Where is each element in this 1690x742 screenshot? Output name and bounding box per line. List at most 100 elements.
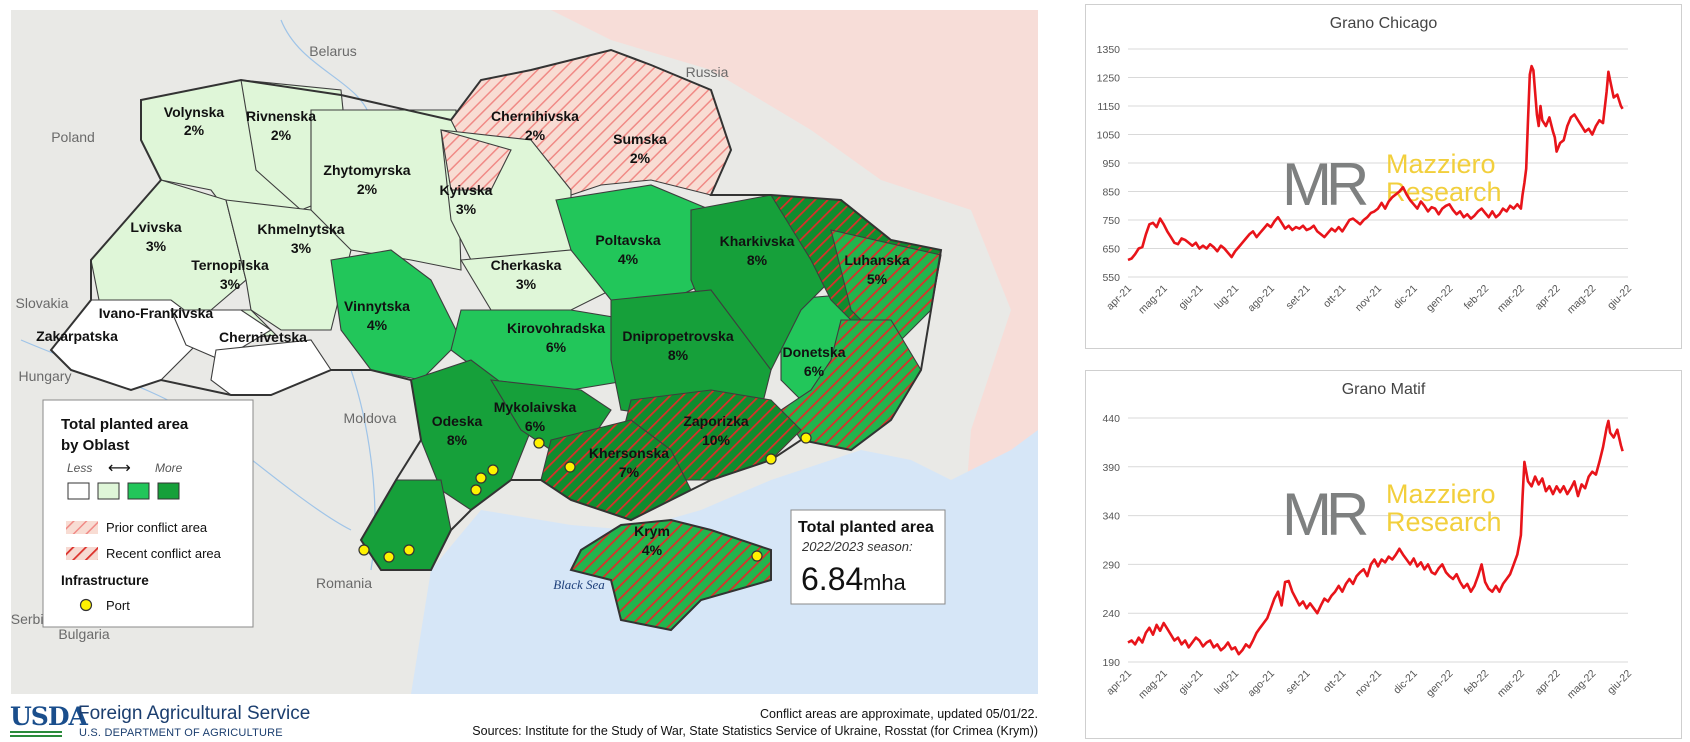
port-icon bbox=[403, 544, 415, 556]
agency-name: Foreign Agricultural Service bbox=[78, 703, 311, 724]
chart-grano-matif: Grano Matif 190 240 290 340 390 440 apr-21 mag-… bbox=[1085, 370, 1682, 739]
y-tick-label: 190 bbox=[1102, 657, 1120, 669]
y-tick-label: 390 bbox=[1102, 462, 1120, 474]
chart-title: Grano Matif bbox=[1341, 381, 1426, 398]
country-label-romania: Romania bbox=[316, 575, 372, 591]
usda-logo-field bbox=[10, 731, 62, 739]
country-label-slovakia: Slovakia bbox=[16, 295, 69, 311]
x-tick-label: ago-21 bbox=[1245, 668, 1277, 700]
country-label-russia: Russia bbox=[686, 64, 729, 80]
x-tick-label: apr-21 bbox=[1104, 668, 1134, 698]
oblast-label: Zakarpatska bbox=[36, 328, 118, 344]
river-line bbox=[280, 19, 372, 121]
oblast-pct: 5% bbox=[867, 271, 888, 287]
oblast-khmelnytska bbox=[225, 199, 352, 331]
x-tick-label: apr-21 bbox=[1104, 283, 1134, 313]
watermark: MR Mazziero Research bbox=[1282, 479, 1502, 548]
department-name: U.S. DEPARTMENT OF AGRICULTURE bbox=[79, 727, 283, 739]
y-tick-label: 440 bbox=[1102, 413, 1120, 425]
x-tick-label: lug-21 bbox=[1212, 668, 1241, 697]
y-tick-label: 1150 bbox=[1097, 101, 1120, 113]
oblast-label: Chernivetska bbox=[219, 329, 307, 345]
x-tick-label: giu-21 bbox=[1176, 283, 1205, 312]
oblast-label: Dnipropetrovska bbox=[622, 328, 733, 344]
oblast-label: Krym bbox=[634, 523, 670, 539]
oblast-pct: 2% bbox=[630, 150, 651, 166]
total-box-unit: mha bbox=[863, 570, 907, 595]
oblast-pct: 4% bbox=[367, 317, 388, 333]
port-icon bbox=[564, 461, 576, 473]
legend-port-label: Port bbox=[106, 598, 130, 613]
ukraine-border bbox=[49, 48, 943, 571]
total-box-title: Total planted area bbox=[798, 519, 934, 536]
series-line bbox=[1127, 419, 1624, 656]
x-tick-label: mag-22 bbox=[1565, 668, 1599, 702]
chart-grano-chicago: Grano Chicago 550 650 750 850 950 1050 1150 125… bbox=[1085, 4, 1682, 349]
y-tick-label: 1350 bbox=[1097, 44, 1121, 56]
oblast-ivano-frankivska bbox=[170, 309, 273, 361]
oblast-luhanska bbox=[830, 229, 942, 351]
legend-swatch-level-2 bbox=[127, 482, 150, 500]
oblast-kyivska-conflict bbox=[440, 129, 512, 191]
port-icon bbox=[800, 432, 812, 444]
oblast-pct: 8% bbox=[668, 347, 689, 363]
oblast-label: Vinnytska bbox=[344, 298, 410, 314]
x-tick-label: feb-22 bbox=[1462, 283, 1492, 313]
x-tick-label: giu-21 bbox=[1176, 668, 1205, 697]
x-tick-label: dic-21 bbox=[1391, 668, 1420, 697]
oblast-kirovohradska bbox=[450, 309, 632, 391]
port-icon bbox=[475, 472, 487, 484]
x-tick-label: set-21 bbox=[1284, 283, 1313, 312]
legend-prior-label: Prior conflict area bbox=[106, 520, 208, 535]
oblast-pct: 4% bbox=[642, 542, 663, 558]
oblast-label: Ternopilska bbox=[191, 257, 269, 273]
legend-infrastructure: Infrastructure bbox=[61, 573, 149, 588]
port-icon bbox=[751, 550, 763, 562]
watermark: MR Mazziero Research bbox=[1282, 149, 1502, 218]
y-tick-label: 850 bbox=[1102, 187, 1120, 199]
y-tick-label: 950 bbox=[1102, 158, 1120, 170]
x-tick-label: giu-22 bbox=[1605, 283, 1634, 312]
oblast-label: Donetska bbox=[782, 344, 845, 360]
oblast-label: Zhytomyrska bbox=[323, 162, 410, 178]
x-tick-label: ott-21 bbox=[1321, 283, 1349, 311]
oblast-pct: 3% bbox=[516, 276, 537, 292]
total-planted-box: Total planted area 2022/2023 season: 6.8… bbox=[790, 509, 946, 605]
watermark-line1: Mazziero bbox=[1386, 149, 1496, 179]
y-tick-label: 1050 bbox=[1097, 130, 1121, 142]
oblast-pct: 3% bbox=[146, 238, 167, 254]
russia-area bbox=[551, 10, 1038, 694]
legend-less: Less bbox=[67, 461, 92, 475]
map-legend: Total planted area by Oblast Less ⟷ More… bbox=[42, 399, 254, 628]
port-icon bbox=[765, 453, 777, 465]
x-tick-label: ott-21 bbox=[1321, 668, 1349, 696]
country-label-bulgaria: Bulgaria bbox=[58, 626, 110, 642]
legend-recent-swatch bbox=[66, 547, 98, 560]
legend-swatch-level-3 bbox=[157, 482, 180, 500]
x-tick-label: nov-21 bbox=[1353, 668, 1384, 699]
oblast-vinnytska bbox=[330, 249, 462, 381]
oblast-pct: 3% bbox=[291, 240, 312, 256]
oblast-label: Luhanska bbox=[844, 252, 910, 268]
oblast-pct: 8% bbox=[447, 432, 468, 448]
oblast-label: Rivnenska bbox=[246, 108, 316, 124]
legend-swatch-level-0 bbox=[67, 482, 90, 500]
watermark-line1: Mazziero bbox=[1386, 479, 1496, 509]
port-icon bbox=[470, 484, 482, 496]
y-tick-label: 750 bbox=[1102, 215, 1120, 227]
x-tick-label: mag-22 bbox=[1565, 283, 1599, 317]
x-tick-label: giu-22 bbox=[1605, 668, 1634, 697]
x-tick-label: apr-22 bbox=[1533, 668, 1563, 698]
watermark-line2: Research bbox=[1386, 507, 1502, 537]
oblast-pct: 2% bbox=[271, 127, 292, 143]
y-tick-label: 340 bbox=[1102, 511, 1120, 523]
legend-title: by Oblast bbox=[61, 437, 129, 454]
series-line bbox=[1127, 64, 1624, 262]
legend-arrow: ⟷ bbox=[108, 458, 131, 477]
oblast-pct: 8% bbox=[747, 252, 768, 268]
watermark-line2: Research bbox=[1386, 177, 1502, 207]
y-tick-label: 240 bbox=[1102, 608, 1120, 620]
port-icon bbox=[79, 598, 93, 612]
